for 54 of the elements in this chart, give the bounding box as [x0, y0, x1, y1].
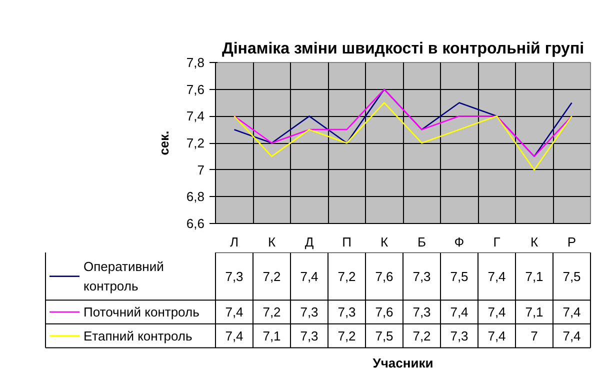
data-label: 7,2 — [262, 268, 281, 284]
data-label: 7,1 — [262, 328, 281, 344]
y-tick-label: 7 — [197, 162, 205, 178]
x-tick-label: Г — [493, 234, 500, 250]
data-label: 7,5 — [450, 268, 468, 284]
chart-title: Дінаміка зміни швидкості в контрольній групі — [222, 40, 584, 58]
text: Учасники — [372, 355, 434, 370]
data-label: 7,3 — [225, 268, 244, 284]
x-tick-label: Д — [304, 234, 314, 250]
data-label: 7,6 — [375, 304, 394, 320]
x-tick-label: П — [342, 234, 352, 250]
data-label: 7,4 — [450, 304, 468, 320]
x-tick-label: К — [268, 234, 276, 250]
data-label: 7,3 — [300, 304, 318, 320]
line-series — [234, 102, 572, 170]
x-tick-label: К — [380, 234, 388, 250]
data-label: 7,6 — [375, 268, 394, 284]
data-label: 7,4 — [225, 328, 244, 344]
data-label: 7,2 — [412, 328, 431, 344]
data-label: 7,4 — [488, 328, 506, 344]
data-label: 7,3 — [450, 328, 468, 344]
data-label: 7,2 — [262, 304, 281, 320]
y-tick-label: 7,2 — [186, 136, 205, 150]
x-tick-label: Б — [417, 234, 426, 250]
data-label: 7,4 — [488, 268, 506, 284]
data-label: 7 — [530, 328, 538, 344]
legend-label: Оперативний контроль — [84, 259, 164, 294]
data-label: 7,3 — [300, 328, 318, 344]
y-tick-label: 7,8 — [186, 55, 205, 70]
y-tick-label: 6,8 — [186, 189, 205, 204]
data-label: 7,3 — [412, 268, 431, 284]
data-label: 7,5 — [562, 268, 581, 284]
x-tick-label: Ф — [454, 234, 464, 250]
y-axis-title: сек. — [156, 130, 172, 156]
y-tick-label: 7,4 — [186, 108, 205, 124]
data-label: 7,5 — [375, 328, 394, 344]
data-label: 7,1 — [525, 268, 544, 284]
data-label: 7,4 — [562, 328, 581, 344]
data-label: 7,4 — [488, 304, 506, 320]
data-label: 7,1 — [525, 304, 544, 320]
y-tick-label: 7,6 — [186, 82, 205, 97]
y-tick-label: 6,6 — [186, 216, 205, 231]
data-label: 7,2 — [338, 328, 356, 344]
data-label: 7,3 — [412, 304, 431, 320]
data-label: 7,4 — [562, 304, 581, 320]
data-label: 7,4 — [225, 304, 244, 320]
data-label: 7,4 — [300, 268, 318, 284]
data-label: 7,3 — [338, 304, 356, 320]
x-tick-label: Р — [567, 234, 576, 250]
legend-label: Етапний контроль — [84, 328, 193, 344]
legend-label: Поточний контроль — [84, 304, 200, 320]
x-tick-label: Л — [230, 234, 239, 250]
data-label: 7,2 — [338, 268, 356, 284]
x-tick-label: К — [530, 234, 538, 250]
